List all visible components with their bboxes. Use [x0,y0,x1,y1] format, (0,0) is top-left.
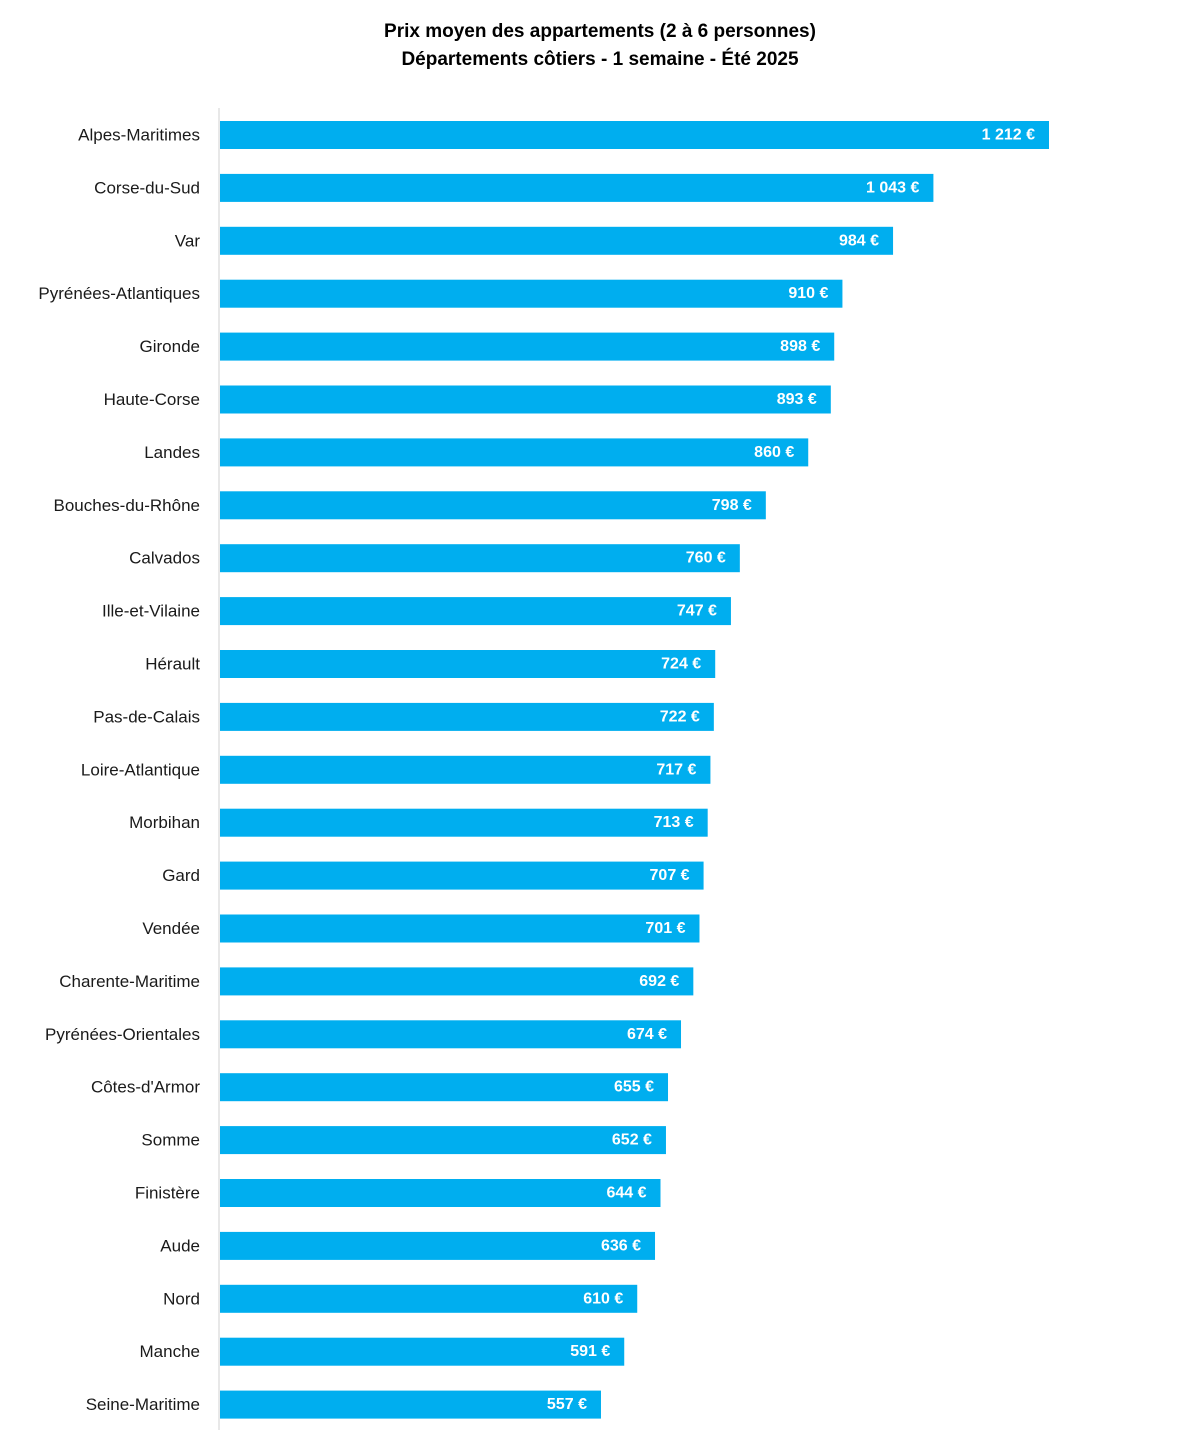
bar [220,1179,661,1207]
category-label: Pas-de-Calais [93,707,200,726]
category-label: Vendée [142,919,200,938]
data-label: 655 € [614,1079,654,1096]
category-label: Gironde [140,337,200,356]
data-label: 722 € [660,708,700,725]
category-label: Seine-Maritime [86,1395,200,1414]
bar [220,650,716,678]
data-label: 713 € [654,814,694,831]
bar [220,121,1049,149]
bar [220,914,700,943]
category-label: Haute-Corse [104,390,200,409]
data-label: 591 € [570,1343,610,1360]
bar [220,861,704,890]
data-label: 701 € [645,920,685,937]
category-label: Morbihan [129,813,200,832]
category-label: Loire-Atlantique [81,760,200,779]
category-label: Corse-du-Sud [94,178,200,197]
data-label: 798 € [712,497,752,514]
bar [220,1284,638,1313]
category-label: Var [175,231,201,250]
category-label: Calvados [129,549,200,568]
bar [220,332,835,361]
bar [220,438,809,467]
data-label: 652 € [612,1132,652,1149]
bar [220,1073,669,1102]
category-label: Hérault [145,655,200,674]
category-label: Manche [140,1342,200,1361]
bar [220,808,708,837]
bar [220,385,831,414]
data-label: 674 € [627,1026,667,1043]
chart-title: Prix moyen des appartements (2 à 6 perso… [384,21,816,42]
data-label: 707 € [650,867,690,884]
category-label: Ille-et-Vilaine [102,602,200,621]
category-label: Finistère [135,1184,200,1203]
data-label: 610 € [583,1290,623,1307]
data-label: 910 € [788,285,828,302]
category-label: Charente-Maritime [59,972,200,991]
data-label: 1 212 € [982,127,1035,144]
bar [220,544,740,573]
data-label: 893 € [777,391,817,408]
data-label: 724 € [661,656,701,673]
data-label: 898 € [780,338,820,355]
bar [220,173,934,202]
data-label: 717 € [656,761,696,778]
category-label: Pyrénées-Atlantiques [38,284,200,303]
category-label: Aude [160,1236,200,1255]
bar [220,702,714,731]
category-label: Bouches-du-Rhône [54,496,200,515]
data-label: 860 € [754,444,794,461]
data-label: 644 € [606,1185,646,1202]
data-label: 636 € [601,1237,641,1254]
category-label: Gard [162,866,200,885]
bar [220,1020,682,1049]
bar [220,1390,601,1419]
data-label: 747 € [677,603,717,620]
bar [220,1337,625,1366]
category-label: Nord [163,1289,200,1308]
data-label: 760 € [686,550,726,567]
chart-title-block: Prix moyen des appartements (2 à 6 perso… [0,18,1200,74]
bar [220,755,711,784]
data-label: 692 € [639,973,679,990]
category-label: Alpes-Maritimes [78,126,200,145]
bar [220,279,843,308]
category-label: Pyrénées-Orientales [45,1025,200,1044]
chart-subtitle: Départements côtiers - 1 semaine - Été 2… [401,49,799,70]
bar [220,967,694,996]
data-label: 557 € [547,1396,587,1413]
bar [220,1231,656,1260]
bar [220,226,894,255]
bar [220,1126,666,1155]
data-label: 984 € [839,232,879,249]
category-label: Côtes-d'Armor [91,1078,200,1097]
category-label: Somme [141,1131,200,1150]
bar [220,491,766,520]
category-label: Landes [144,443,200,462]
bar [220,597,731,626]
data-label: 1 043 € [866,179,919,196]
